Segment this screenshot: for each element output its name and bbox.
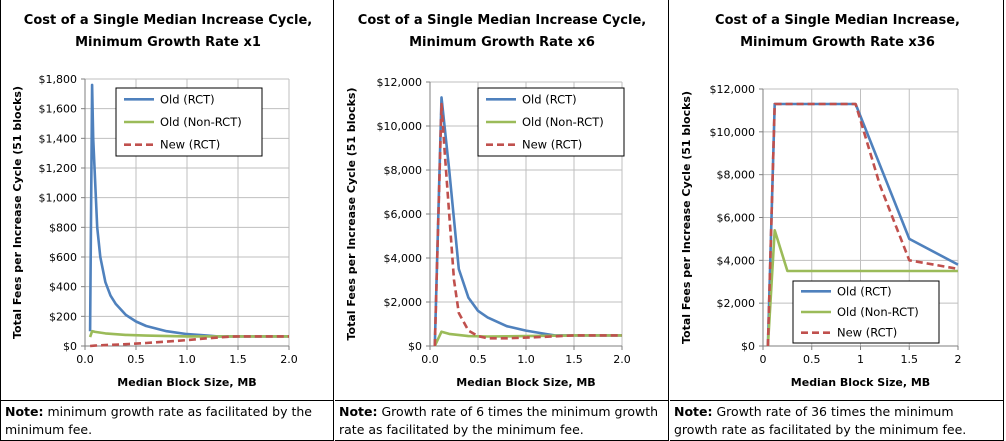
note-label: Note: [5, 404, 44, 419]
y-tick-label: $10,000 [710, 126, 756, 139]
legend-label: Old (RCT) [160, 92, 215, 106]
y-tick-label: $12,000 [377, 76, 423, 89]
note-text: minimum growth rate as facilitated by th… [5, 404, 312, 437]
y-tick-label: $1,800 [39, 73, 78, 86]
chart-title: Cost of a Single Median Increase Cycle, [24, 13, 312, 28]
chart-panel-x6: Cost of a Single Median Increase Cycle, M… [335, 0, 670, 441]
chart-x36: Cost of a Single Median Increase, Minimum… [680, 13, 962, 389]
y-tick-label: $2,000 [384, 296, 423, 309]
y-tick-label: $10,000 [377, 120, 423, 133]
x-tick-label: 0.5 [469, 353, 487, 366]
legend-label: Old (Non-RCT) [522, 115, 604, 129]
chart-title: Cost of a Single Median Increase, [715, 13, 960, 28]
legend-label: Old (Non-RCT) [837, 305, 919, 319]
y-tick-label: $0 [63, 340, 77, 353]
y-tick-label: $12,000 [710, 83, 756, 96]
chart-x6: Cost of a Single Median Increase Cycle, M… [345, 13, 646, 389]
y-tick-label: $600 [49, 251, 77, 264]
chart-subtitle: Minimum Growth Rate x1 [75, 35, 261, 50]
note-text: Growth rate of 6 times the minimum growt… [339, 404, 659, 437]
y-tick-label: $0 [741, 340, 755, 353]
note-text: Growth rate of 36 times the minimum grow… [674, 404, 967, 437]
chart-subtitle: Minimum Growth Rate x36 [740, 35, 935, 50]
series-line [766, 102, 959, 347]
x-tick-label: 0.0 [76, 353, 94, 366]
x-tick-label: 2.0 [280, 353, 298, 366]
note-label: Note: [674, 404, 713, 419]
legend-label: New (RCT) [837, 326, 897, 340]
legend-label: Old (Non-RCT) [160, 115, 242, 129]
y-tick-label: $1,600 [39, 103, 78, 116]
series-line [433, 330, 622, 347]
y-tick-label: $1,200 [39, 162, 78, 175]
series-line [433, 102, 622, 347]
y-tick-label: $6,000 [384, 208, 423, 221]
chart-panel-x36: Cost of a Single Median Increase, Minimum… [670, 0, 1005, 441]
y-axis-label: Total Fees per Increase Cycle (51 blocks… [11, 86, 24, 339]
x-tick-label: 0.5 [127, 353, 145, 366]
note-x36: Note: Growth rate of 36 times the minimu… [670, 401, 1004, 441]
x-tick-label: 1.5 [901, 353, 919, 366]
y-tick-label: $4,000 [384, 252, 423, 265]
chart-title: Cost of a Single Median Increase Cycle, [358, 13, 646, 28]
y-axis-label: Total Fees per Increase Cycle (51 blocks… [680, 91, 693, 344]
chart-area-x36: Cost of a Single Median Increase, Minimum… [670, 0, 1004, 401]
legend-label: New (RCT) [160, 138, 220, 152]
y-tick-label: $0 [408, 340, 422, 353]
x-tick-label: 0.5 [803, 353, 821, 366]
y-tick-label: $4,000 [717, 254, 756, 267]
y-tick-label: $8,000 [717, 169, 756, 182]
chart-x1: Cost of a Single Median Increase Cycle, M… [11, 13, 312, 389]
y-tick-label: $8,000 [384, 164, 423, 177]
series-line [88, 329, 289, 338]
x-tick-label: 1 [857, 353, 864, 366]
x-tick-label: 1.0 [178, 353, 196, 366]
x-tick-label: 0.0 [421, 353, 439, 366]
x-axis-label: Median Block Size, MB [456, 376, 595, 389]
x-tick-label: 2 [955, 353, 962, 366]
x-tick-label: 1.5 [565, 353, 583, 366]
legend-label: New (RCT) [522, 138, 582, 152]
y-tick-label: $2,000 [717, 297, 756, 310]
x-tick-label: 1.0 [517, 353, 535, 366]
y-tick-label: $200 [49, 310, 77, 323]
x-axis-label: Median Block Size, MB [791, 376, 930, 389]
legend-label: Old (RCT) [522, 92, 577, 106]
chart-area-x6: Cost of a Single Median Increase Cycle, M… [335, 0, 669, 401]
x-axis-label: Median Block Size, MB [117, 376, 256, 389]
series-line [89, 335, 289, 348]
chart-subtitle: Minimum Growth Rate x6 [409, 35, 595, 50]
note-x6: Note: Growth rate of 6 times the minimum… [335, 401, 669, 441]
note-x1: Note: minimum growth rate as facilitated… [0, 401, 334, 441]
x-tick-label: 0 [760, 353, 767, 366]
x-tick-label: 1.5 [229, 353, 247, 366]
y-tick-label: $800 [49, 221, 77, 234]
y-tick-label: $1,400 [39, 132, 78, 145]
y-tick-label: $1,000 [39, 192, 78, 205]
note-label: Note: [339, 404, 378, 419]
legend-label: Old (RCT) [837, 284, 892, 298]
chart-area-x1: Cost of a Single Median Increase Cycle, M… [0, 0, 334, 401]
chart-panel-x1: Cost of a Single Median Increase Cycle, M… [0, 0, 335, 441]
series-line [766, 229, 958, 347]
x-tick-label: 2.0 [613, 353, 631, 366]
y-axis-label: Total Fees per Increase Cycle (51 blocks… [345, 87, 358, 340]
y-tick-label: $6,000 [717, 212, 756, 225]
y-tick-label: $400 [49, 281, 77, 294]
